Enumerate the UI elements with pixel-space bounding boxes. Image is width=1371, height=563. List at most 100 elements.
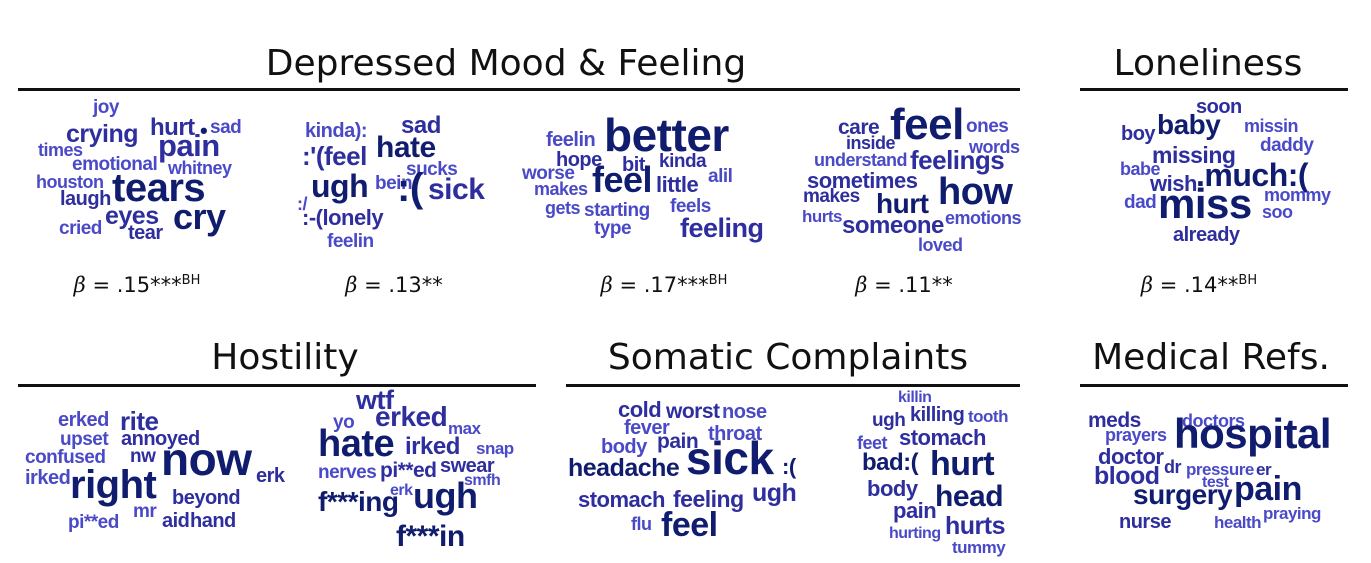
cloud-word: hurt (876, 188, 929, 219)
cloud-word: praying (1263, 504, 1321, 523)
cloud-word: times (38, 140, 83, 160)
cloud-word: hope (556, 149, 602, 171)
cloud-word: bit (622, 154, 645, 176)
cloud-word: nurse (1119, 511, 1171, 533)
cloud-word: erked (58, 409, 109, 431)
cloud-word: ugh (311, 168, 369, 204)
cloud-word: alil (708, 166, 733, 187)
cloud-word: bein (375, 173, 413, 194)
cloud-word: ugh (413, 475, 478, 516)
cloud-word: stomach (899, 425, 986, 450)
cloud-word: crying (66, 120, 139, 148)
cloud-word: tears (112, 166, 206, 210)
cloud-word: baby (1157, 109, 1221, 140)
cloud-word: health (1214, 513, 1262, 532)
section-title-medical-refs: Medical Refs. (1092, 337, 1330, 378)
cloud-word: tear (128, 222, 163, 244)
cloud-word: whitney (168, 158, 232, 178)
cloud-word: stomach (578, 487, 665, 512)
cloud-word: :( (782, 454, 796, 479)
cloud-word: pressure (1186, 460, 1254, 479)
beta-superscript: BH (181, 273, 201, 288)
cloud-word: confused (25, 447, 106, 468)
cloud-word: feelin (546, 129, 596, 151)
cloud-word: miss (1158, 180, 1252, 227)
section-rule (566, 384, 1020, 387)
cloud-word: makes (803, 186, 860, 207)
cloud-word: surgery (1133, 479, 1233, 510)
cloud-word: joy (93, 97, 119, 118)
cloud-word: understand (814, 150, 908, 170)
cloud-word: feelin (327, 231, 374, 252)
cloud-word: missing (1152, 142, 1236, 168)
beta-value: = .14** (1159, 273, 1239, 297)
cloud-word: daddy (1260, 135, 1314, 156)
cloud-word: soon (1196, 96, 1242, 118)
cloud-word: cry (173, 196, 226, 237)
cloud-word: sad (210, 117, 242, 138)
cloud-word: pain (1234, 470, 1302, 508)
cloud-word: starting (584, 200, 650, 221)
cloud-word: missin (1244, 116, 1299, 136)
beta-coefficient: β = .13** (345, 273, 443, 297)
cloud-word: erked (375, 401, 448, 432)
cloud-word: little (656, 172, 699, 197)
cloud-word: .much:( (1196, 157, 1309, 193)
cloud-word: kinda): (305, 120, 368, 142)
cloud-word: ugh (752, 479, 797, 507)
cloud-word: annoyed (121, 428, 200, 450)
cloud-word: how (938, 171, 1013, 213)
cloud-word: throat (708, 423, 762, 445)
cloud-word: better (604, 109, 729, 161)
cloud-word: already (1173, 224, 1240, 246)
beta-value: = .15*** (92, 273, 182, 297)
cloud-word: loved (918, 235, 963, 255)
cloud-word: sad (401, 112, 441, 139)
cloud-word: feel (661, 506, 718, 544)
section-rule (18, 88, 1020, 91)
beta-coefficient: β = .15***BH (74, 273, 201, 297)
cloud-word: feet (857, 433, 888, 453)
cloud-word: emotional (72, 154, 158, 175)
cloud-word: hate (376, 131, 436, 164)
cloud-word: body (867, 476, 918, 501)
cloud-word: f***in (396, 520, 465, 553)
cloud-word: prayers (1105, 425, 1167, 445)
cloud-word: feelings (910, 145, 1005, 175)
beta-superscript: BH (1238, 273, 1258, 288)
cloud-word: hurting (889, 525, 941, 542)
beta-symbol: β (600, 273, 613, 297)
cloud-word: worse (522, 163, 575, 184)
cloud-word: worst (666, 400, 720, 423)
cloud-word: someone (842, 212, 944, 239)
cloud-word: sucks (406, 159, 458, 180)
beta-superscript: BH (708, 273, 728, 288)
cloud-word: boy (1121, 123, 1156, 145)
cloud-word: tooth (968, 407, 1008, 426)
cloud-word: soo (1262, 202, 1293, 222)
cloud-word: rite (120, 406, 159, 436)
cloud-word: snap (476, 439, 514, 458)
cloud-word: er (1256, 460, 1272, 479)
cloud-word: now (161, 433, 252, 485)
cloud-word: words (969, 137, 1020, 157)
cloud-word: nerves (318, 462, 377, 483)
beta-symbol: β (73, 273, 86, 297)
cloud-word: ones (966, 116, 1009, 137)
cloud-word: wtf (356, 385, 394, 415)
cloud-word: pi**ed (68, 512, 119, 533)
section-rule (1080, 88, 1348, 91)
cloud-word: care (838, 116, 880, 139)
cloud-word: :-(lonely (302, 205, 384, 230)
cloud-word: aid (162, 510, 190, 532)
cloud-word: cried (59, 218, 102, 239)
beta-symbol: β (345, 273, 358, 297)
cloud-word: hospital (1174, 410, 1332, 457)
cloud-word: hurts (945, 512, 1006, 540)
cloud-word: swear (440, 455, 495, 477)
beta-value: = .17*** (619, 273, 709, 297)
beta-symbol: β (1140, 273, 1154, 297)
cloud-word: • (200, 118, 208, 143)
cloud-word: nw (130, 446, 156, 467)
cloud-word: erk (390, 482, 413, 499)
